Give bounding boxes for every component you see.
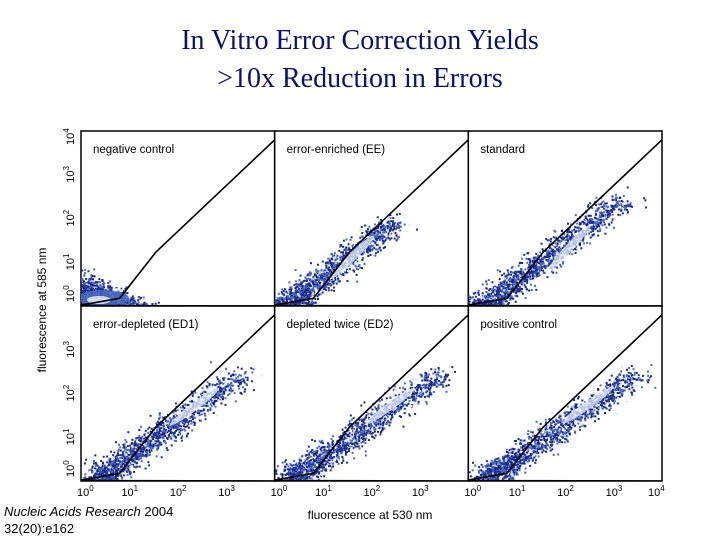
panel-2: error-enriched (EE) (273, 130, 470, 307)
tick-label: 101 (315, 484, 332, 499)
tick-label: 100 (271, 484, 288, 499)
x-axis-label: fluorescence at 530 nm (308, 508, 433, 522)
tick-label: 101 (62, 253, 77, 270)
tick-label: 104 (62, 128, 77, 145)
panel-5: depleted twice (ED2) (273, 305, 470, 482)
gate-line-upper (274, 139, 469, 306)
tick-label: 101 (62, 428, 77, 445)
tick-label: 102 (557, 484, 574, 499)
tick-label: 104 (648, 484, 665, 499)
panel-4: error-depleted (ED1) (80, 305, 276, 482)
panel-frame (80, 305, 276, 482)
tick-label: 103 (412, 484, 429, 499)
y-axis-label: fluorescence at 585 nm (35, 248, 49, 373)
tick-label: 101 (121, 484, 138, 499)
tick-label: 103 (606, 484, 623, 499)
panel-title: positive control (480, 319, 557, 331)
tick-label: 100 (77, 484, 94, 499)
tick-label: 100 (464, 484, 481, 499)
tick-label: 102 (62, 209, 77, 226)
panel-title: error-depleted (ED1) (93, 319, 199, 331)
panel-frame (80, 130, 276, 307)
panel-title: standard (480, 144, 525, 156)
tick-label: 100 (62, 460, 77, 477)
gate-line-upper (81, 314, 275, 481)
cell-population (82, 361, 263, 481)
title-line-1: In Vitro Error Correction Yields (181, 25, 539, 56)
citation-year: 2004 (144, 504, 174, 519)
tick-label: 100 (62, 285, 77, 302)
cell-population (468, 364, 657, 481)
tick-label: 102 (364, 484, 381, 499)
panel-grid: negative control error-enriched (EE) stand… (80, 130, 663, 482)
gate-line-upper (468, 139, 663, 306)
citation: Nucleic Acids Research 2004 32(20):e162 (4, 503, 204, 537)
panel-frame (467, 305, 663, 482)
tick-label: 103 (218, 484, 235, 499)
panel-title: depleted twice (ED2) (287, 319, 394, 331)
tick-label: 102 (62, 384, 77, 401)
slide-title: In Vitro Error Correction Yields >10x Re… (0, 22, 720, 98)
citation-issue: 32(20):e162 (4, 521, 75, 536)
tick-label: 102 (170, 484, 187, 499)
tick-label: 103 (62, 341, 77, 358)
panel-3: standard (467, 130, 663, 307)
panel-frame (273, 305, 470, 482)
gate-line-upper (81, 139, 275, 306)
tick-label: 103 (62, 166, 77, 183)
tick-label: 101 (509, 484, 526, 499)
panel-title: error-enriched (EE) (287, 144, 386, 156)
gate-line-upper (274, 314, 469, 481)
citation-journal: Nucleic Acids Research (4, 504, 141, 519)
panel-frame (273, 130, 470, 307)
panel-frame (467, 130, 663, 307)
cell-population (274, 212, 418, 306)
panel-title: negative control (93, 144, 174, 156)
title-line-2: >10x Reduction in Errors (217, 63, 503, 94)
gate-line-upper (468, 314, 663, 481)
panel-6: positive control (467, 305, 663, 482)
panel-1: negative control (80, 130, 276, 307)
